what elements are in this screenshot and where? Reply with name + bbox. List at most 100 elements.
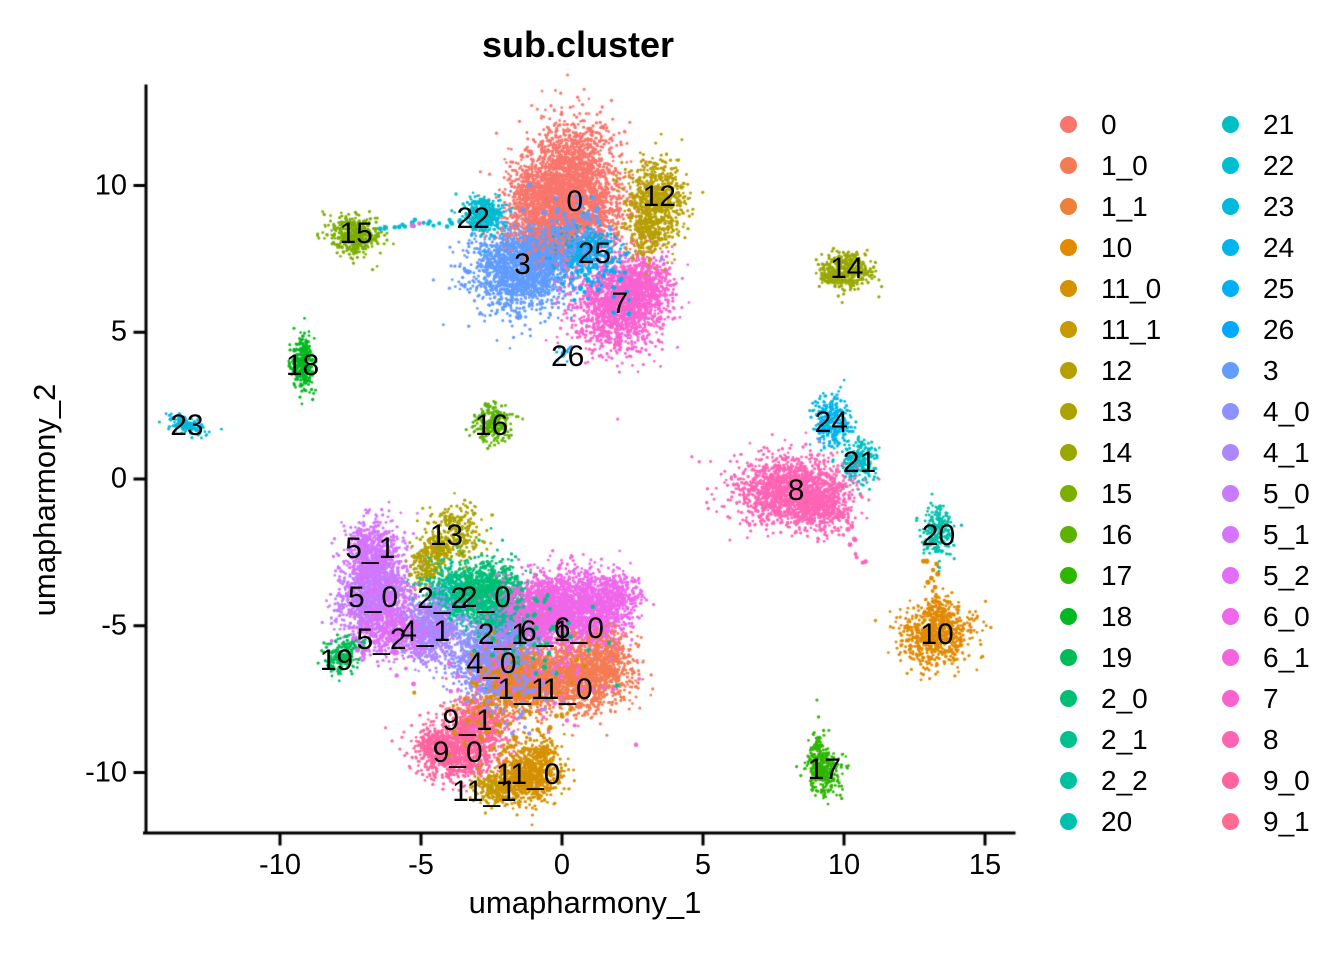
- legend-label: 9_1: [1263, 805, 1310, 837]
- legend-label: 13: [1101, 395, 1133, 427]
- legend-item-23: 23: [1222, 186, 1344, 227]
- legend-swatch-15: [1060, 485, 1077, 502]
- legend-item-10: 10: [1060, 227, 1210, 268]
- legend-label: 21: [1263, 108, 1295, 140]
- legend-swatch-1_1: [1060, 198, 1077, 215]
- legend-item-15: 15: [1060, 473, 1210, 514]
- legend-label: 23: [1263, 190, 1295, 222]
- legend-swatch-8: [1222, 731, 1239, 748]
- legend-swatch-22: [1222, 157, 1239, 174]
- legend-swatch-23: [1222, 198, 1239, 215]
- legend-swatch-2_0: [1060, 690, 1077, 707]
- legend-item-21: 21: [1222, 104, 1344, 145]
- y-axis-title: umapharmony_2: [27, 383, 62, 617]
- legend-swatch-2_1: [1060, 731, 1077, 748]
- legend-swatch-3: [1222, 362, 1239, 379]
- legend-swatch-19: [1060, 649, 1077, 666]
- legend-item-22: 22: [1222, 145, 1344, 186]
- legend-column-1: 0 1_0 1_1 10 11_0 11_1 12 13 14 15 16 17 18 19 2_0 2_1 2…: [1048, 104, 1210, 842]
- legend-item-16: 16: [1060, 514, 1210, 555]
- legend-label: 9_0: [1263, 764, 1310, 796]
- legend-label: 15: [1101, 477, 1133, 509]
- legend-item-4_0: 4_0: [1222, 391, 1344, 432]
- legend-column-2: 21 22 23 24 25 26 3 4_0 4_1 5_0 5_1 5_2 6_0 6_1 7 8 9_0 9…: [1210, 104, 1344, 842]
- legend-item-1_1: 1_1: [1060, 186, 1210, 227]
- legend-item-11_0: 11_0: [1060, 268, 1210, 309]
- legend-swatch-24: [1222, 239, 1239, 256]
- plot-title: sub.cluster: [481, 24, 675, 65]
- legend-swatch-12: [1060, 362, 1077, 379]
- legend-label: 5_1: [1263, 518, 1310, 550]
- legend-item-0: 0: [1060, 104, 1210, 145]
- legend-swatch-25: [1222, 280, 1239, 297]
- legend-label: 0: [1101, 108, 1117, 140]
- legend-label: 12: [1101, 354, 1133, 386]
- legend-label: 6_0: [1263, 600, 1310, 632]
- legend-item-4_1: 4_1: [1222, 432, 1344, 473]
- legend-item-20: 20: [1060, 801, 1210, 842]
- legend-item-14: 14: [1060, 432, 1210, 473]
- legend-swatch-0: [1060, 116, 1077, 133]
- legend-swatch-14: [1060, 444, 1077, 461]
- legend-swatch-1_0: [1060, 157, 1077, 174]
- legend-swatch-5_2: [1222, 567, 1239, 584]
- legend-item-6_0: 6_0: [1222, 596, 1344, 637]
- legend-swatch-5_1: [1222, 526, 1239, 543]
- legend-label: 24: [1263, 231, 1295, 263]
- legend-item-3: 3: [1222, 350, 1344, 391]
- legend-label: 20: [1101, 805, 1133, 837]
- legend-label: 11_1: [1101, 313, 1162, 345]
- legend-item-8: 8: [1222, 719, 1344, 760]
- legend-item-7: 7: [1222, 678, 1344, 719]
- legend-label: 11_0: [1101, 272, 1162, 304]
- legend-item-18: 18: [1060, 596, 1210, 637]
- legend-item-9_1: 9_1: [1222, 801, 1344, 842]
- legend-item-2_2: 2_2: [1060, 760, 1210, 801]
- legend-swatch-16: [1060, 526, 1077, 543]
- legend-item-19: 19: [1060, 637, 1210, 678]
- legend-label: 2_2: [1101, 764, 1148, 796]
- legend-item-17: 17: [1060, 555, 1210, 596]
- legend-label: 1_0: [1101, 149, 1148, 181]
- legend-label: 10: [1101, 231, 1133, 263]
- legend-label: 4_0: [1263, 395, 1310, 427]
- legend-swatch-6_0: [1222, 608, 1239, 625]
- legend-label: 4_1: [1263, 436, 1310, 468]
- legend-label: 2_1: [1101, 723, 1148, 755]
- legend-swatch-7: [1222, 690, 1239, 707]
- legend-swatch-2_2: [1060, 772, 1077, 789]
- legend-swatch-21: [1222, 116, 1239, 133]
- legend-item-5_1: 5_1: [1222, 514, 1344, 555]
- legend-item-1_0: 1_0: [1060, 145, 1210, 186]
- legend-label: 25: [1263, 272, 1295, 304]
- legend-swatch-9_0: [1222, 772, 1239, 789]
- legend-swatch-4_0: [1222, 403, 1239, 420]
- legend-item-13: 13: [1060, 391, 1210, 432]
- legend-swatch-6_1: [1222, 649, 1239, 666]
- legend-label: 26: [1263, 313, 1295, 345]
- legend-item-6_1: 6_1: [1222, 637, 1344, 678]
- legend-item-2_0: 2_0: [1060, 678, 1210, 719]
- legend-swatch-26: [1222, 321, 1239, 338]
- legend-label: 2_0: [1101, 682, 1148, 714]
- legend-swatch-4_1: [1222, 444, 1239, 461]
- legend-item-12: 12: [1060, 350, 1210, 391]
- legend-item-11_1: 11_1: [1060, 309, 1210, 350]
- x-axis-title: umapharmony_1: [468, 885, 702, 920]
- legend-item-5_2: 5_2: [1222, 555, 1344, 596]
- legend-item-25: 25: [1222, 268, 1344, 309]
- legend-label: 6_1: [1263, 641, 1310, 673]
- legend-item-9_0: 9_0: [1222, 760, 1344, 801]
- legend-swatch-13: [1060, 403, 1077, 420]
- legend-item-2_1: 2_1: [1060, 719, 1210, 760]
- legend-item-5_0: 5_0: [1222, 473, 1344, 514]
- legend-item-24: 24: [1222, 227, 1344, 268]
- legend-label: 5_0: [1263, 477, 1310, 509]
- legend-swatch-17: [1060, 567, 1077, 584]
- legend-swatch-20: [1060, 813, 1077, 830]
- legend-label: 18: [1101, 600, 1133, 632]
- legend-swatch-11_0: [1060, 280, 1077, 297]
- legend-swatch-11_1: [1060, 321, 1077, 338]
- legend-label: 17: [1101, 559, 1133, 591]
